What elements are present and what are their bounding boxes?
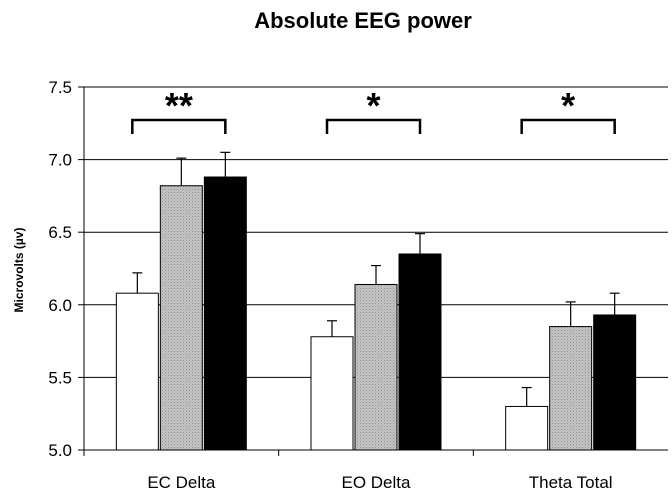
significance-marker: * <box>561 85 575 126</box>
significance-marker: * <box>366 85 380 126</box>
bar <box>159 185 203 451</box>
bar <box>505 405 549 451</box>
y-tick-label: 6.5 <box>48 223 72 242</box>
significance-bracket <box>520 118 616 134</box>
chart-title: Absolute EEG power <box>254 8 472 33</box>
significance-brackets: ** * * <box>131 85 616 134</box>
y-tick-label: 7.0 <box>48 151 72 170</box>
y-tick-label: 7.5 <box>48 78 72 97</box>
bar <box>354 283 398 451</box>
bar <box>115 292 159 451</box>
significance-bracket <box>325 118 422 134</box>
x-tick-label: Theta Total <box>529 473 613 492</box>
bar <box>593 314 637 451</box>
bar <box>549 326 593 451</box>
y-tick-label: 5.5 <box>48 368 72 387</box>
bars <box>115 151 637 451</box>
y-tick-label: 5.0 <box>48 441 72 460</box>
x-tick-label: EO Delta <box>342 473 412 492</box>
x-tick-label: EC Delta <box>147 473 216 492</box>
axes: 5.0 5.5 6.0 6.5 7.0 7.5 EC Delta EO Delta Theta … <box>48 78 668 492</box>
significance-bracket <box>131 118 227 134</box>
significance-marker: ** <box>165 85 193 126</box>
bar <box>203 176 247 451</box>
bar <box>398 253 442 451</box>
y-axis-label: Microvolts (µv) <box>12 228 26 313</box>
bar <box>310 336 354 451</box>
y-tick-label: 6.0 <box>48 296 72 315</box>
